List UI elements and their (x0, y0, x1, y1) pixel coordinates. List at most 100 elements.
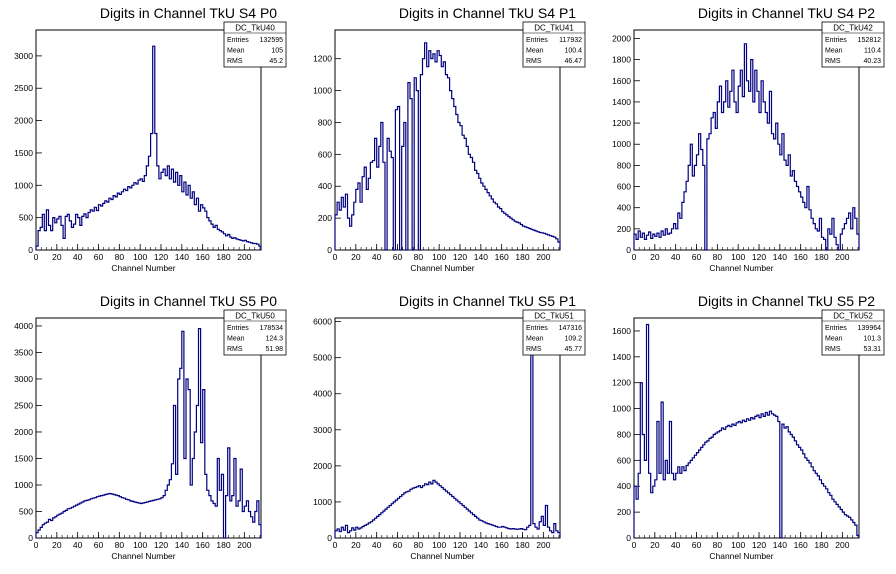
y-tick-label: 5000 (313, 353, 332, 363)
stats-name: DC_TkU51 (534, 312, 574, 321)
x-tick-label: 0 (632, 540, 637, 550)
x-tick-label: 60 (94, 540, 104, 550)
y-tick-label: 1000 (313, 497, 332, 507)
x-tick-label: 160 (794, 252, 808, 262)
plot-frame (35, 317, 262, 539)
x-tick-label: 20 (52, 252, 62, 262)
x-tick-label: 120 (752, 252, 766, 262)
panel-title: Digits in Channel TkU S5 P0 (100, 293, 277, 309)
x-tick-label: 140 (474, 540, 488, 550)
y-tick-label-zero: 0 (28, 533, 33, 543)
stats-label-entries: Entries (526, 37, 548, 44)
stats-label-entries: Entries (227, 325, 249, 332)
x-tick-label: 40 (73, 540, 83, 550)
y-tick-label-zero: 0 (626, 245, 631, 255)
stats-name: DC_TkU40 (235, 24, 275, 33)
y-tick-label: 1600 (612, 326, 631, 336)
x-tick-label: 160 (495, 540, 509, 550)
panel-title: Digits in Channel TkU S4 P0 (100, 5, 277, 21)
stats-value-rms: 53.31 (863, 346, 881, 353)
x-tick-label: 120 (154, 540, 168, 550)
y-tick-label: 1500 (14, 148, 33, 158)
histogram-series (35, 45, 262, 250)
y-tick-label: 800 (617, 429, 631, 439)
histogram-series (633, 323, 860, 539)
stats-value-mean: 109.2 (564, 336, 582, 343)
x-tick-label: 140 (175, 252, 189, 262)
y-tick-label: 600 (617, 182, 631, 192)
y-tick-label: 2500 (14, 83, 33, 93)
stats-label-mean: Mean (825, 336, 843, 343)
x-tick-label: 100 (432, 540, 446, 550)
x-tick-label: 80 (115, 252, 125, 262)
plot-frame (334, 317, 561, 539)
x-tick-label: 60 (692, 540, 702, 550)
y-tick-label: 2000 (313, 461, 332, 471)
x-tick-label: 100 (133, 540, 147, 550)
x-axis-label: Channel Number (709, 263, 773, 273)
stats-value-rms: 45.2 (269, 58, 283, 65)
x-tick-label: 180 (515, 252, 529, 262)
stats-label-mean: Mean (825, 48, 843, 55)
stats-box (223, 309, 287, 356)
x-axis-label: Channel Number (111, 551, 175, 561)
panel-title: Digits in Channel TkU S4 P1 (399, 5, 576, 21)
stats-name: DC_TkU42 (833, 24, 873, 33)
stats-label-mean: Mean (227, 48, 245, 55)
y-tick-label: 2500 (14, 400, 33, 410)
x-tick-label: 80 (414, 252, 424, 262)
panel-title: Digits in Channel TkU S5 P2 (698, 293, 875, 309)
x-tick-label: 160 (794, 540, 808, 550)
y-tick-label: 200 (617, 507, 631, 517)
y-tick-label: 500 (19, 506, 33, 516)
x-tick-label: 100 (133, 252, 147, 262)
stats-label-mean: Mean (526, 48, 544, 55)
y-tick-label: 1000 (313, 86, 332, 96)
x-tick-label: 180 (814, 540, 828, 550)
stats-name: DC_TkU41 (534, 24, 574, 33)
x-axis-label: Channel Number (410, 263, 474, 273)
x-tick-label: 80 (713, 540, 723, 550)
x-tick-label: 0 (34, 540, 39, 550)
plot-frame (633, 29, 860, 251)
x-tick-label: 20 (650, 252, 660, 262)
x-tick-label: 160 (196, 540, 210, 550)
x-tick-label: 60 (94, 252, 104, 262)
y-tick-label-zero: 0 (28, 245, 33, 255)
stats-label-rms: RMS (825, 346, 841, 353)
stats-value-mean: 100.4 (564, 48, 582, 55)
stats-label-entries: Entries (227, 37, 249, 44)
x-tick-label: 60 (692, 252, 702, 262)
stats-value-rms: 51.98 (265, 346, 283, 353)
histogram-panel: Digits in Channel TkU S4 P0 0 20 40 60 80 100 1… (14, 5, 287, 273)
x-tick-label: 80 (414, 540, 424, 550)
x-tick-label: 140 (175, 540, 189, 550)
y-tick-label: 800 (318, 117, 332, 127)
stats-box (821, 21, 885, 68)
x-tick-label: 140 (773, 252, 787, 262)
y-tick-label: 1200 (313, 54, 332, 64)
y-tick-label: 400 (617, 203, 631, 213)
stats-label-mean: Mean (526, 336, 544, 343)
y-tick-label: 2000 (14, 427, 33, 437)
y-tick-label: 400 (617, 481, 631, 491)
histogram-series (334, 321, 561, 538)
y-tick-label: 1400 (612, 352, 631, 362)
x-tick-label: 40 (372, 252, 382, 262)
x-tick-label: 0 (632, 252, 637, 262)
x-tick-label: 100 (731, 540, 745, 550)
y-tick-label: 1000 (612, 404, 631, 414)
y-tick-label: 2000 (612, 33, 631, 43)
stats-value-entries: 139964 (858, 325, 881, 332)
stats-value-mean: 101.3 (863, 336, 881, 343)
x-tick-label: 0 (333, 252, 338, 262)
x-tick-label: 40 (73, 252, 83, 262)
y-tick-label: 6000 (313, 317, 332, 327)
x-tick-label: 20 (650, 540, 660, 550)
x-tick-label: 60 (393, 252, 403, 262)
y-tick-label-zero: 0 (327, 533, 332, 543)
x-tick-label: 160 (495, 252, 509, 262)
stats-label-rms: RMS (227, 346, 243, 353)
stats-value-entries: 132595 (260, 37, 283, 44)
